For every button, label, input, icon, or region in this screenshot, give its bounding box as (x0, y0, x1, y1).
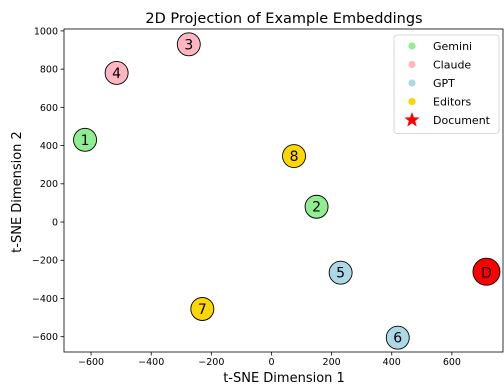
x-tick-label: −600 (78, 357, 104, 368)
data-point-label: 2 (312, 200, 321, 216)
chart-title: 2D Projection of Example Embeddings (145, 11, 422, 27)
data-point-label: 7 (198, 302, 207, 318)
x-tick-label: −200 (198, 357, 224, 368)
x-tick-label: 400 (383, 357, 401, 368)
y-tick-label: 1000 (34, 26, 58, 37)
data-point-label: 5 (336, 266, 345, 282)
data-point-label: 6 (393, 331, 402, 347)
y-tick-label: 600 (40, 103, 58, 114)
data-point (328, 260, 353, 285)
legend-label: GPT (433, 77, 455, 90)
data-point (385, 325, 410, 350)
legend-label: Document (433, 114, 491, 127)
legend-label: Gemini (433, 40, 472, 53)
y-tick-label: 200 (40, 179, 58, 190)
x-axis: −600 −400 −200 0 200 400 600 (78, 352, 461, 368)
legend-label: Editors (433, 96, 472, 109)
plot-frame (63, 28, 504, 353)
x-axis-label: t-SNE Dimension 1 (223, 371, 345, 385)
y-tick-label: −200 (32, 256, 58, 267)
data-point (104, 61, 129, 85)
legend-marker (408, 97, 416, 106)
y-tick-label: 400 (40, 141, 58, 152)
data-point-label: 3 (184, 37, 193, 53)
x-tick-label: 600 (443, 357, 461, 368)
y-tick-label: 0 (52, 217, 58, 228)
y-axis: −600 −400 −200 0 200 400 600 800 1000 (32, 26, 64, 343)
legend-marker (404, 112, 420, 127)
points-layer: 1 2 3 4 5 6 7 8 D (73, 32, 501, 350)
x-tick-label: 0 (268, 357, 274, 368)
y-axis-label: t-SNE Dimension 2 (10, 131, 25, 253)
x-tick-label: −400 (138, 357, 164, 368)
data-point (73, 127, 97, 152)
legend-marker (408, 60, 416, 69)
data-point (304, 194, 329, 219)
data-point (176, 32, 201, 57)
x-tick-label: 200 (323, 357, 341, 368)
data-point-label: 1 (81, 133, 90, 149)
legend: Gemini Claude GPT Editors Document (393, 34, 500, 134)
data-point-label: D (481, 266, 492, 282)
legend-box (393, 34, 500, 134)
legend-marker (408, 42, 416, 50)
y-tick-label: −400 (32, 294, 58, 305)
y-tick-label: −600 (32, 332, 58, 343)
data-point (472, 257, 501, 286)
y-tick-label: 800 (40, 65, 58, 76)
data-point (190, 297, 215, 321)
legend-label: Claude (433, 59, 471, 72)
data-point-label: 8 (290, 149, 299, 165)
data-point (282, 144, 306, 169)
data-point-label: 4 (112, 66, 121, 82)
legend-marker (408, 79, 416, 87)
